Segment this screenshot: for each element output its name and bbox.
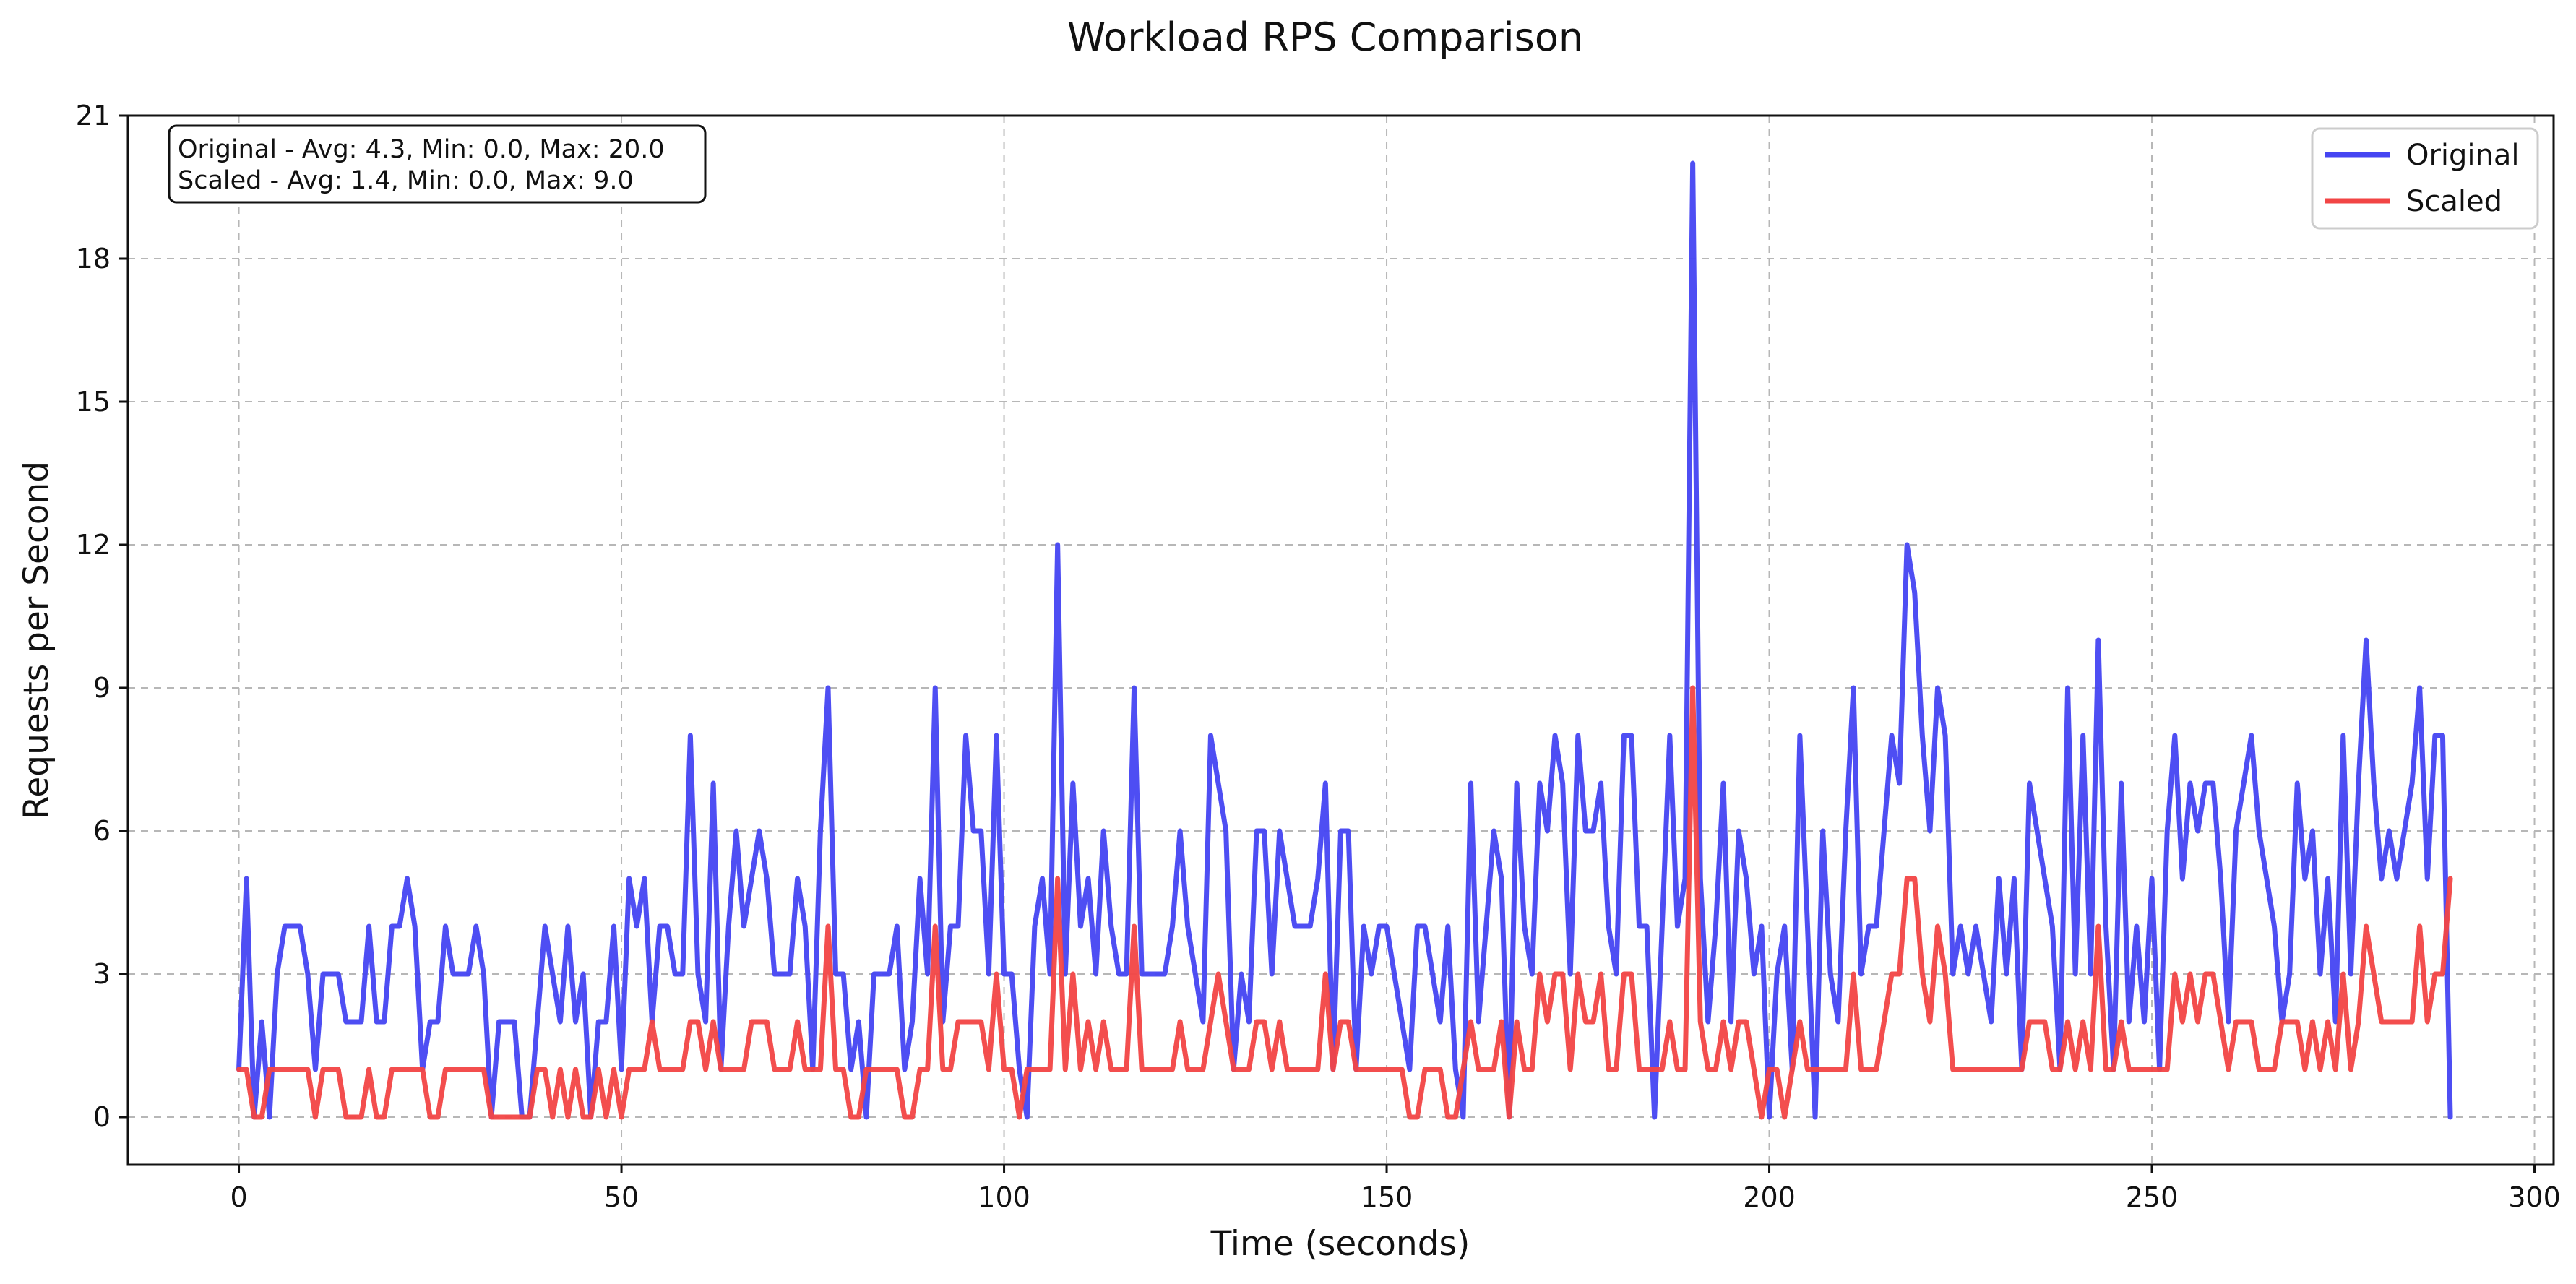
axes: 0 50 100 150 200 250 300 0 3 6 9 12 15 18 21 (76, 100, 2561, 1213)
series-layer (236, 160, 2453, 1120)
y-tick-label: 12 (76, 529, 111, 561)
series-line-scaled (236, 685, 2453, 1120)
x-tick-label: 100 (978, 1181, 1030, 1213)
x-tick-label: 250 (2126, 1181, 2179, 1213)
y-tick-label: 6 (93, 815, 111, 847)
stats-line-original: Original - Avg: 4.3, Min: 0.0, Max: 20.0 (178, 135, 665, 164)
legend-label-scaled: Scaled (2406, 185, 2502, 218)
y-tick-label: 9 (93, 672, 111, 704)
legend-label-original: Original (2406, 139, 2520, 172)
stats-box-frame (168, 124, 707, 204)
chart-title: Workload RPS Comparison (1067, 14, 1583, 60)
grid-lines (128, 115, 2554, 1165)
x-axis-label: Time (seconds) (1210, 1224, 1470, 1264)
plot-area-frame (126, 114, 2555, 1166)
x-tick-label: 300 (2508, 1181, 2561, 1213)
y-tick-label: 3 (93, 958, 111, 990)
x-tick-label: 50 (604, 1181, 639, 1213)
x-tick-label: 150 (1361, 1181, 1413, 1213)
y-tick-label: 15 (76, 386, 111, 418)
y-axis-label: Requests per Second (17, 461, 56, 819)
y-tick-label: 21 (76, 100, 111, 132)
stats-annotation-box: Original - Avg: 4.3, Min: 0.0, Max: 20.0… (168, 124, 707, 204)
y-tick-label: 18 (76, 243, 111, 275)
x-tick-label: 200 (1743, 1181, 1796, 1213)
y-tick-label: 0 (93, 1101, 111, 1133)
series-line-original (236, 160, 2453, 1120)
stats-line-scaled: Scaled - Avg: 1.4, Min: 0.0, Max: 9.0 (178, 166, 634, 195)
legend: Original Scaled (2311, 127, 2539, 230)
x-tick-label: 0 (230, 1181, 247, 1213)
